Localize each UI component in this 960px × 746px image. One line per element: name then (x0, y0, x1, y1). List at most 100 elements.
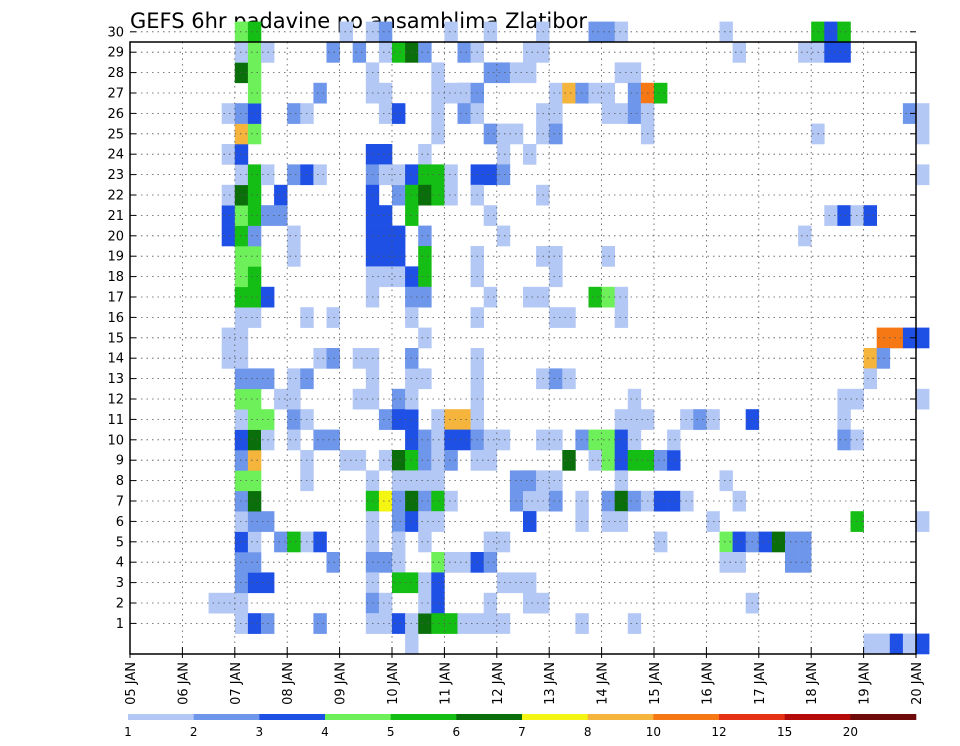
heatmap-cell (287, 246, 301, 267)
heatmap-cell (601, 511, 615, 532)
heatmap-cell (418, 531, 432, 553)
heatmap-cell (654, 82, 668, 104)
heatmap-cell (247, 123, 262, 145)
heatmap-cell (287, 225, 301, 247)
heatmap-cell (392, 511, 406, 532)
colorbar-swatch (259, 714, 326, 720)
heatmap-cell (418, 368, 432, 390)
heatmap-cell (339, 21, 353, 43)
heatmap-cell (588, 429, 602, 451)
y-tick-label: 21 (107, 209, 124, 224)
y-tick-label: 30 (107, 25, 124, 40)
heatmap-cell (837, 388, 851, 410)
x-tick-label: 19 JAN (858, 662, 873, 705)
heatmap-cell (614, 511, 629, 532)
heatmap-cell (221, 348, 236, 369)
heatmap-cell (916, 633, 930, 655)
heatmap-cell (549, 429, 563, 451)
heatmap-cell (496, 572, 511, 594)
heatmap-cell (916, 103, 930, 124)
heatmap-cell (247, 531, 262, 553)
heatmap-cell (274, 388, 288, 410)
heatmap-cell (444, 21, 458, 43)
heatmap-cell (247, 490, 262, 512)
heatmap-cell (247, 511, 262, 532)
heatmap-cell (392, 184, 406, 206)
heatmap-cell (247, 82, 262, 104)
heatmap-cell (392, 470, 406, 492)
y-tick-label: 9 (116, 454, 124, 469)
y-tick-label: 29 (107, 46, 124, 61)
colorbar-swatch (850, 714, 917, 720)
heatmap-cell (627, 103, 642, 124)
heatmap-cell (457, 552, 471, 573)
heatmap-cell (287, 531, 301, 553)
y-tick-label: 24 (107, 148, 124, 163)
colorbar-label: 8 (584, 725, 592, 739)
heatmap-cell (247, 21, 262, 43)
x-axis-ticks: 05 JAN 06 JAN 07 JAN 08 JAN 09 JAN 10 JAN 11 J… (124, 647, 925, 705)
heatmap-cell (614, 409, 629, 430)
heatmap-cell (627, 62, 642, 84)
x-tick-label: 16 JAN (700, 662, 715, 705)
colorbar-label: 3 (256, 725, 264, 739)
heatmap-cell (549, 246, 563, 267)
heatmap-cell (483, 62, 498, 84)
y-tick-label: 7 (116, 495, 124, 510)
heatmap-cell (523, 511, 537, 532)
x-tick-label: 10 JAN (386, 662, 401, 705)
x-tick-label: 18 JAN (805, 662, 820, 705)
heatmap-cell (392, 246, 406, 267)
heatmap-cell (523, 62, 537, 84)
heatmap-cell (758, 531, 773, 553)
heatmap-cells (208, 21, 930, 655)
x-tick-label: 13 JAN (543, 662, 558, 705)
colorbar-label: 5 (387, 725, 395, 739)
heatmap-cell (352, 348, 367, 369)
colorbar-label: 6 (453, 725, 461, 739)
heatmap-cell (247, 103, 262, 124)
heatmap-cell (313, 164, 327, 186)
heatmap-cell (876, 348, 891, 369)
heatmap-cell (654, 450, 668, 471)
heatmap-cell (902, 327, 917, 349)
heatmap-cell (667, 450, 681, 471)
heatmap-cell (313, 82, 327, 104)
heatmap-cell (287, 409, 301, 430)
heatmap-cell (614, 470, 629, 492)
heatmap-cell (287, 429, 301, 451)
heatmap-cell (444, 450, 458, 471)
heatmap-cell (627, 429, 642, 451)
heatmap-cell (588, 21, 602, 43)
heatmap-cell (588, 450, 602, 471)
heatmap-cell (483, 286, 498, 308)
heatmap-cell (247, 450, 262, 471)
heatmap-cell (627, 409, 642, 430)
heatmap-cell (418, 490, 432, 512)
heatmap-cell (392, 164, 406, 186)
heatmap-cell (392, 42, 406, 63)
heatmap-cell (221, 103, 236, 124)
heatmap-cell (247, 246, 262, 267)
chart-title: GEFS 6hr padavine po ansamblima Zlatibor (130, 9, 587, 33)
heatmap-cell (837, 429, 851, 451)
heatmap-cell (418, 164, 432, 186)
heatmap-cell (444, 82, 458, 104)
heatmap-cell (483, 613, 498, 634)
colorbar-swatch (390, 714, 457, 720)
heatmap-cell (274, 205, 288, 226)
heatmap-cell (418, 42, 432, 63)
heatmap-cell (221, 327, 236, 349)
heatmap-cell (549, 82, 563, 104)
heatmap-cell (483, 205, 498, 226)
colorbar-swatch (522, 714, 588, 720)
heatmap-cell (483, 592, 498, 614)
heatmap-cell (523, 490, 537, 512)
y-tick-label: 26 (107, 107, 124, 122)
heatmap-cell (418, 572, 432, 594)
colorbar-swatch (719, 714, 785, 720)
colorbar-label: 20 (843, 725, 858, 739)
heatmap-cell (667, 490, 681, 512)
heatmap-cell (418, 511, 432, 532)
colorbar-label: 10 (646, 725, 661, 739)
